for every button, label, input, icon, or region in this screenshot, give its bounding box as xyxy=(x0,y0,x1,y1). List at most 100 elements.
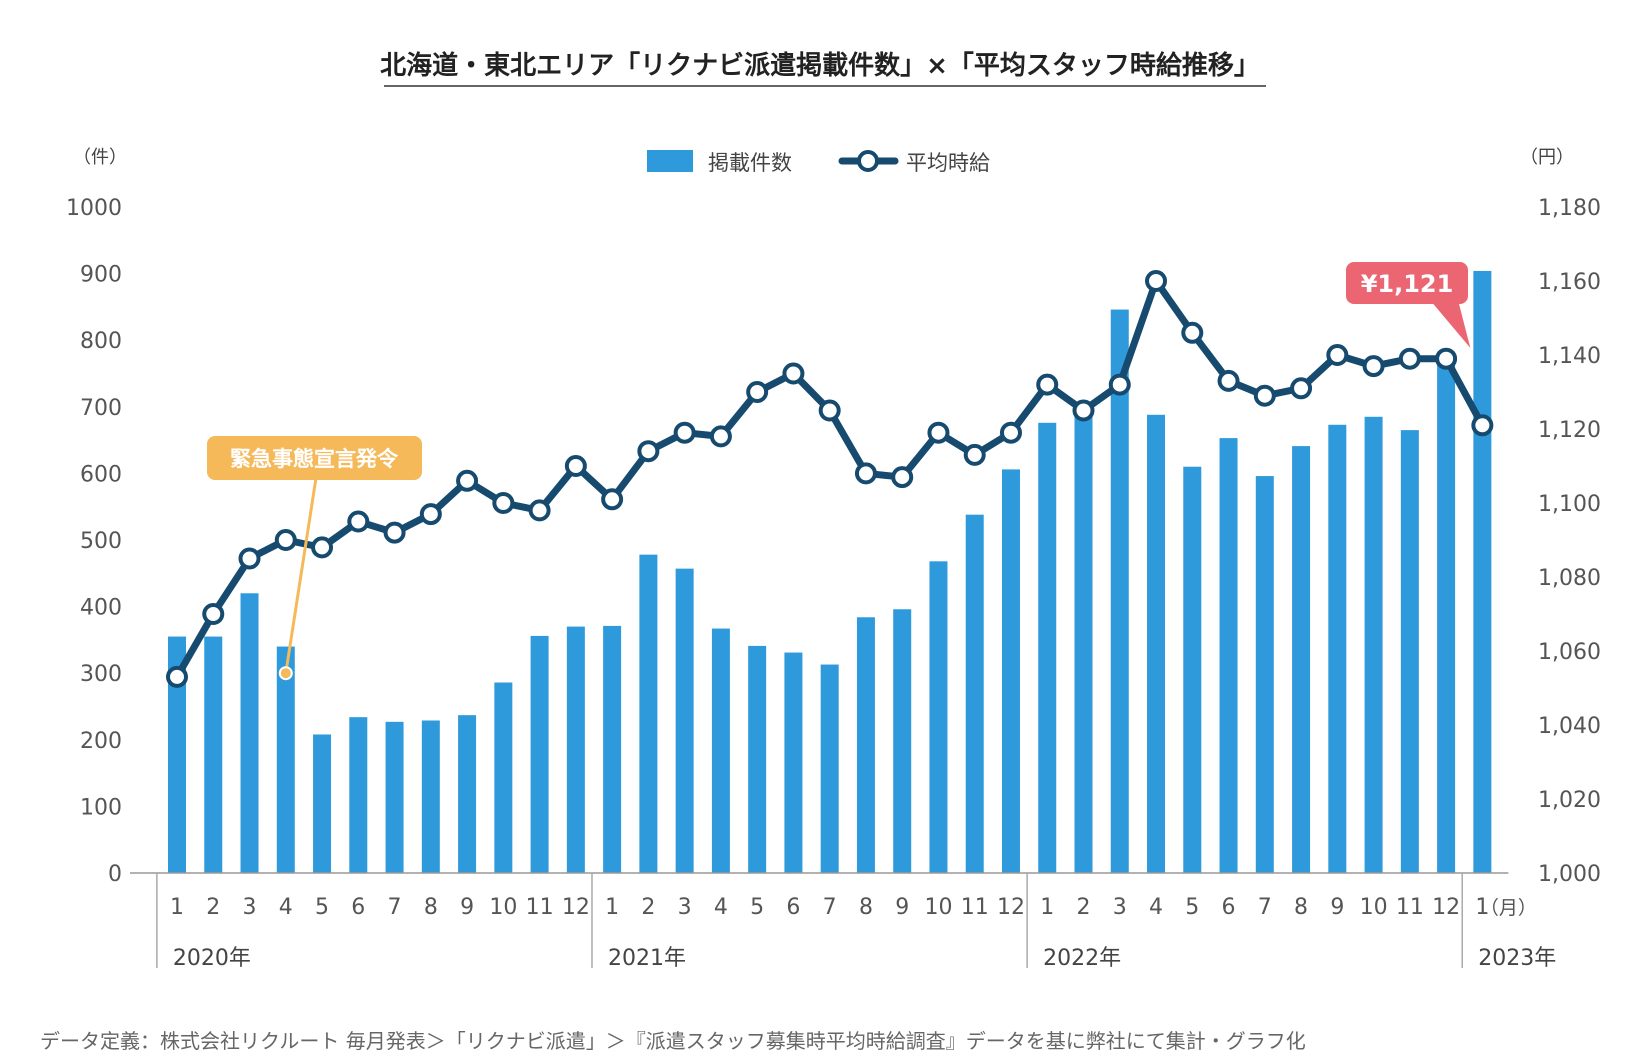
wage-point xyxy=(1326,344,1349,366)
wage-point xyxy=(1181,321,1204,344)
bar xyxy=(566,626,585,873)
bar xyxy=(385,721,404,873)
y-left-unit: （件） xyxy=(73,147,127,168)
wage-point xyxy=(274,529,297,551)
wage-point xyxy=(963,443,986,466)
bar xyxy=(1255,476,1274,873)
wage-point xyxy=(1217,369,1240,392)
bar xyxy=(675,568,694,873)
wage-point xyxy=(456,469,479,492)
x-tick-label: 6 xyxy=(351,895,365,920)
y-right-tick-label: 1,180 xyxy=(1538,196,1601,221)
x-tick-label: 2 xyxy=(1077,895,1091,920)
x-tick-label: 7 xyxy=(388,895,402,920)
bar xyxy=(856,617,875,873)
y-right-tick-label: 1,140 xyxy=(1538,344,1601,369)
bar-series xyxy=(168,270,1492,874)
wage-point xyxy=(673,421,696,444)
y-right-tick-label: 1,160 xyxy=(1538,270,1601,295)
x-tick-label: 1 xyxy=(1040,895,1054,920)
bar xyxy=(421,720,440,873)
x-tick-label: 10 xyxy=(1360,895,1388,920)
annotations: 緊急事態宣言発令 ¥1,121 xyxy=(207,262,1471,681)
x-tick-label: 8 xyxy=(859,895,873,920)
bar xyxy=(1473,270,1492,873)
x-tick-label: 12 xyxy=(562,895,590,920)
bar xyxy=(1328,424,1347,873)
legend-bar-swatch xyxy=(647,150,693,172)
wage-point xyxy=(238,547,261,570)
x-tick-label: 11 xyxy=(1396,895,1424,920)
y-left-tick-label: 900 xyxy=(80,263,122,288)
y-left-tick-label: 600 xyxy=(80,462,122,487)
x-tick-label: 8 xyxy=(424,895,438,920)
bar xyxy=(1364,416,1383,873)
wage-point xyxy=(709,425,732,448)
y-right-tick-label: 1,120 xyxy=(1538,418,1601,443)
wage-point xyxy=(1072,399,1095,422)
wage-point xyxy=(601,488,624,511)
wage-point xyxy=(1362,355,1385,378)
x-tick-label: 3 xyxy=(243,895,257,920)
y-left-tick-label: 800 xyxy=(80,329,122,354)
wage-point xyxy=(927,421,950,444)
wage-point xyxy=(999,421,1022,444)
wage-point xyxy=(419,503,442,526)
bar xyxy=(1001,469,1020,873)
x-tick-label: 1 xyxy=(605,895,619,920)
x-tick-label: 11 xyxy=(526,895,554,920)
x-tick-label: 1 xyxy=(170,895,184,920)
line-series xyxy=(166,270,1494,688)
x-tick-label: 7 xyxy=(1258,895,1272,920)
y-right-tick-label: 1,000 xyxy=(1538,862,1601,887)
emergency-callout-dot xyxy=(278,666,293,681)
y-left-tick-label: 700 xyxy=(80,396,122,421)
x-tick-label: 3 xyxy=(1113,895,1127,920)
bar xyxy=(639,554,658,873)
x-tick-label: 5 xyxy=(315,895,329,920)
wage-point xyxy=(564,455,587,477)
bar xyxy=(458,715,477,873)
x-tick-label: 6 xyxy=(786,895,800,920)
y-left-tick-label: 200 xyxy=(80,729,122,754)
bar xyxy=(929,561,948,873)
y-axis-right: 1,000 1,020 1,040 1,060 1,080 1,100 1,120 1,140… xyxy=(1538,196,1601,887)
wage-point xyxy=(383,521,406,544)
wage-point xyxy=(854,462,877,485)
x-tick-label: 10 xyxy=(489,895,517,920)
wage-point xyxy=(311,536,334,559)
x-tick-label: 4 xyxy=(714,895,728,920)
bar xyxy=(276,646,295,873)
wage-point xyxy=(1435,347,1458,370)
chart-title: 北海道・東北エリア「リクナビ派遣掲載件数」×「平均スタッフ時給推移」 xyxy=(380,50,1260,81)
bar xyxy=(965,514,984,873)
x-tick-label: 3 xyxy=(678,895,692,920)
legend-bar-label: 掲載件数 xyxy=(708,151,792,175)
wage-point xyxy=(891,466,914,489)
emergency-callout-pointer xyxy=(284,477,318,674)
wage-point xyxy=(166,665,188,688)
x-tick-label: 12 xyxy=(1432,895,1460,920)
wage-point xyxy=(1145,270,1168,292)
bar xyxy=(1400,430,1419,873)
bar xyxy=(1038,422,1057,873)
y-left-tick-label: 300 xyxy=(80,662,122,687)
y-right-tick-label: 1,100 xyxy=(1538,492,1601,517)
x-tick-label: 9 xyxy=(1330,895,1344,920)
y-right-tick-label: 1,020 xyxy=(1538,788,1601,813)
bar xyxy=(349,717,368,873)
wage-point xyxy=(1398,347,1421,370)
legend-line-label: 平均時給 xyxy=(906,151,990,175)
y-right-unit: （円） xyxy=(1520,147,1574,168)
x-tick-label: 8 xyxy=(1294,895,1308,920)
legend-line-marker xyxy=(857,150,879,172)
x-axis: 1 2 3 4 5 6 7 8 9 10 11 12 1 2 3 4 5 6 7 8 9 10 11 12 1 2 3 4 5 6 7 8 9 1… xyxy=(130,872,1556,971)
x-tick-label: 7 xyxy=(823,895,837,920)
bar xyxy=(204,636,223,873)
latest-callout-label: ¥1,121 xyxy=(1361,270,1454,298)
emergency-callout-box xyxy=(207,436,422,480)
wage-point xyxy=(1108,373,1131,396)
bar xyxy=(1183,466,1202,873)
bar xyxy=(784,652,803,873)
x-tick-label: 2 xyxy=(206,895,220,920)
